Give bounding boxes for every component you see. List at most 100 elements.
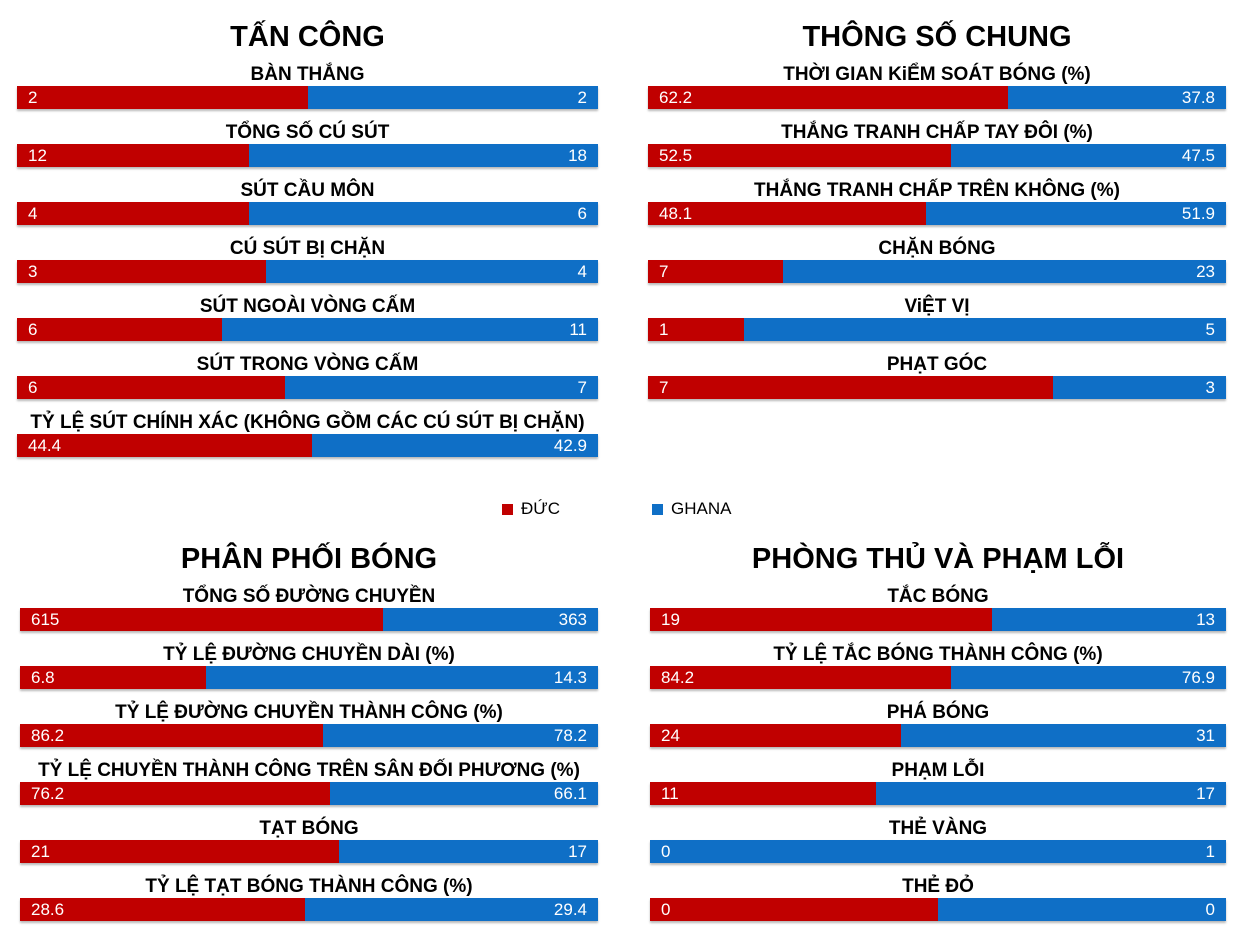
bar-segment-ghana bbox=[222, 318, 598, 341]
stat-row: CHẶN BÓNG 7 23 bbox=[648, 238, 1226, 296]
stat-label: SÚT NGOÀI VÒNG CẤM bbox=[199, 296, 416, 317]
stat-row: TẠT BÓNG 21 17 bbox=[20, 818, 598, 876]
stat-row: TỔNG SỐ CÚ SÚT 12 18 bbox=[17, 122, 598, 180]
value-ghana: 13 bbox=[1196, 610, 1215, 629]
stat-row: TỔNG SỐ ĐƯỜNG CHUYỀN 615 363 bbox=[20, 586, 598, 644]
value-ghana: 51.9 bbox=[1181, 204, 1215, 223]
bar-segment-ghana bbox=[305, 898, 598, 921]
stat-row: TỶ LỆ SÚT CHÍNH XÁC (KHÔNG GỒM CÁC CÚ SÚ… bbox=[17, 412, 598, 470]
stat-bar bbox=[17, 376, 598, 399]
stat-bar bbox=[20, 840, 598, 863]
stat-label: ViỆT VỊ bbox=[904, 296, 970, 317]
value-ghana: 37.8 bbox=[1181, 88, 1215, 107]
stat-label: TỶ LỆ ĐƯỜNG CHUYỀN THÀNH CÔNG (%) bbox=[115, 702, 503, 723]
stat-bar bbox=[650, 666, 1226, 689]
value-germany: 86.2 bbox=[31, 726, 65, 745]
stat-bar bbox=[648, 144, 1226, 167]
bar-segment-germany bbox=[17, 202, 250, 225]
stat-bar bbox=[648, 260, 1226, 283]
stat-label: TỔNG SỐ ĐƯỜNG CHUYỀN bbox=[182, 586, 436, 607]
value-germany: 615 bbox=[31, 610, 60, 629]
stat-row: THẺ ĐỎ 0 0 bbox=[650, 876, 1226, 934]
bar-segment-germany bbox=[650, 608, 992, 631]
value-germany: 21 bbox=[31, 842, 50, 861]
legend-swatch-ghana bbox=[652, 503, 663, 515]
stat-bar bbox=[17, 260, 598, 283]
bar-segment-ghana bbox=[206, 666, 598, 689]
value-ghana: 7 bbox=[577, 378, 587, 397]
stat-label: TẠT BÓNG bbox=[259, 818, 359, 839]
stat-row: ViỆT VỊ 1 5 bbox=[648, 296, 1226, 354]
stat-bar bbox=[648, 376, 1226, 399]
legend-item-germany: ĐỨC bbox=[502, 498, 560, 520]
bar-segment-germany bbox=[17, 376, 286, 399]
bar-segment-ghana bbox=[782, 260, 1226, 283]
value-ghana: 47.5 bbox=[1181, 146, 1215, 165]
stat-bar bbox=[20, 782, 598, 805]
bar-segment-ghana bbox=[312, 434, 598, 457]
bar-segment-germany bbox=[650, 782, 877, 805]
stat-bar bbox=[17, 86, 598, 109]
value-ghana: 76.9 bbox=[1181, 668, 1215, 687]
bar-segment-germany bbox=[20, 666, 207, 689]
value-germany: 28.6 bbox=[31, 900, 65, 919]
stat-row: THẮNG TRANH CHẤP TAY ĐÔI (%) 52.5 47.5 bbox=[648, 122, 1226, 180]
value-germany: 0 bbox=[661, 900, 671, 919]
value-ghana: 2 bbox=[577, 88, 587, 107]
value-germany: 6.8 bbox=[31, 668, 55, 687]
bar-segment-ghana bbox=[323, 724, 598, 747]
bar-segment-germany bbox=[17, 434, 313, 457]
bar-segment-ghana bbox=[383, 608, 598, 631]
stat-bar bbox=[650, 724, 1226, 747]
bar-segment-ghana bbox=[339, 840, 598, 863]
stat-label: CHẶN BÓNG bbox=[878, 238, 996, 259]
bar-segment-ghana bbox=[951, 144, 1226, 167]
value-ghana: 6 bbox=[577, 204, 587, 223]
bar-segment-ghana bbox=[249, 202, 598, 225]
bar-segment-ghana bbox=[266, 260, 598, 283]
stat-row: BÀN THẮNG 2 2 bbox=[17, 64, 598, 122]
stat-label: TẮC BÓNG bbox=[887, 586, 989, 607]
bar-segment-germany bbox=[17, 318, 223, 341]
value-ghana: 4 bbox=[577, 262, 587, 281]
value-germany: 44.4 bbox=[28, 436, 62, 455]
value-germany: 19 bbox=[661, 610, 680, 629]
stat-bar bbox=[648, 86, 1226, 109]
value-ghana: 11 bbox=[569, 320, 587, 339]
value-ghana: 31 bbox=[1196, 726, 1215, 745]
value-germany: 76.2 bbox=[31, 784, 65, 803]
value-germany: 48.1 bbox=[659, 204, 693, 223]
bar-segment-germany bbox=[17, 144, 250, 167]
panel-title: TẤN CÔNG bbox=[230, 21, 385, 53]
bar-segment-germany bbox=[20, 724, 324, 747]
stat-row: TỶ LỆ TẠT BÓNG THÀNH CÔNG (%) 28.6 29.4 bbox=[20, 876, 598, 934]
bar-segment-ghana bbox=[938, 898, 1226, 921]
bar-segment-germany bbox=[20, 840, 340, 863]
bar-segment-ghana bbox=[329, 782, 598, 805]
value-germany: 2 bbox=[28, 88, 38, 107]
legend-swatch-germany bbox=[502, 503, 513, 515]
stat-row: TỶ LỆ ĐƯỜNG CHUYỀN THÀNH CÔNG (%) 86.2 78.… bbox=[20, 702, 598, 760]
value-ghana: 78.2 bbox=[553, 726, 587, 745]
stat-row: SÚT TRONG VÒNG CẤM 6 7 bbox=[17, 354, 598, 412]
stat-label: THẮNG TRANH CHẤP TAY ĐÔI (%) bbox=[781, 122, 1093, 143]
stat-row: THẺ VÀNG 0 1 bbox=[650, 818, 1226, 876]
stat-row: SÚT NGOÀI VÒNG CẤM 6 11 bbox=[17, 296, 598, 354]
stat-bar bbox=[20, 898, 598, 921]
panel-title: PHÂN PHỐI BÓNG bbox=[180, 543, 438, 575]
bar-segment-ghana bbox=[285, 376, 598, 399]
stat-label: TỶ LỆ ĐƯỜNG CHUYỀN DÀI (%) bbox=[163, 644, 455, 665]
stat-label: TỔNG SỐ CÚ SÚT bbox=[225, 122, 390, 143]
value-ghana: 18 bbox=[568, 146, 587, 165]
stat-bar bbox=[20, 724, 598, 747]
stat-label: PHÁ BÓNG bbox=[886, 702, 990, 723]
panel-general-stats: THÔNG SỐ CHUNG THỜI GIAN KiỂM SOÁT BÓNG (… bbox=[648, 20, 1226, 400]
stat-bar bbox=[650, 898, 1226, 921]
value-germany: 12 bbox=[28, 146, 47, 165]
bar-segment-ghana bbox=[1052, 376, 1226, 399]
stat-bar bbox=[650, 608, 1226, 631]
stat-bar bbox=[648, 318, 1226, 341]
bar-segment-ghana bbox=[926, 202, 1226, 225]
stat-label: TỶ LỆ TẠT BÓNG THÀNH CÔNG (%) bbox=[145, 876, 473, 897]
panel-attack: TẤN CÔNG BÀN THẮNG 2 2 TỔNG SỐ CÚ SÚT 12 18 SÚT… bbox=[17, 20, 598, 460]
